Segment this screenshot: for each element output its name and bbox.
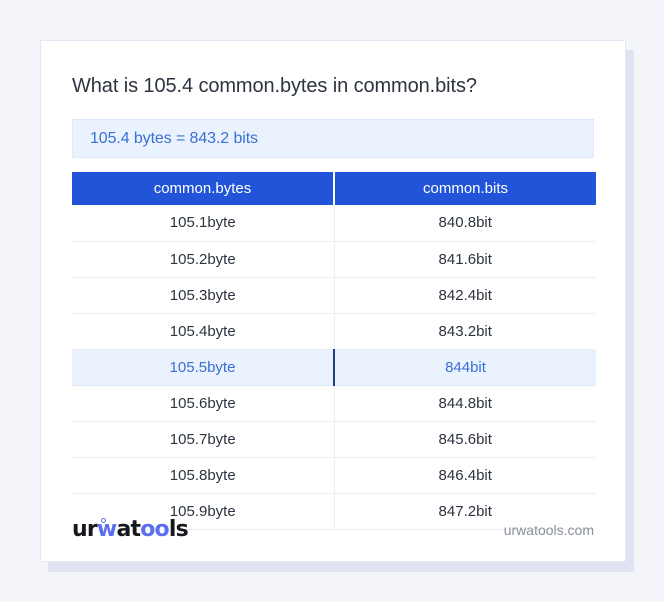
logo-part-1: ur [72,517,98,542]
cell-bits: 844.8bit [334,385,596,422]
cell-bits: 846.4bit [334,457,596,494]
logo-circle-icon [101,518,106,523]
cell-bits: 843.2bit [334,313,596,350]
cell-bytes: 105.1byte [72,205,335,242]
site-url-label: urwatools.com [503,522,594,538]
conversion-card: What is 105.4 common.bytes in common.bit… [40,40,626,562]
table-row[interactable]: 105.9byte 847.2bit [72,493,596,530]
table-row[interactable]: 105.6byte 844.8bit [72,385,596,422]
table-row[interactable]: 105.5byte 844bit [72,349,596,386]
table-row[interactable]: 105.7byte 845.6bit [72,421,596,458]
brand-logo[interactable]: urwatools [72,517,189,542]
table-row[interactable]: 105.3byte 842.4bit [72,277,596,314]
cell-bytes: 105.2byte [72,241,335,278]
cell-bits: 842.4bit [334,277,596,314]
table-body: 105.1byte 840.8bit 105.2byte 841.6bit 105.3b… [72,205,596,530]
table-row[interactable]: 105.4byte 843.2bit [72,313,596,350]
cell-bytes: 105.5byte [72,349,335,386]
column-header-bits[interactable]: common.bits [334,172,596,205]
cell-bits: 840.8bit [334,205,596,242]
conversion-table: common.bytes common.bits 105.1byte 840.8b… [72,172,596,530]
table-header-row: common.bytes common.bits [72,172,596,205]
page-title: What is 105.4 common.bytes in common.bit… [72,75,477,97]
cell-bits: 845.6bit [334,421,596,458]
table-head: common.bytes common.bits [72,172,596,205]
column-header-bytes[interactable]: common.bytes [72,172,335,205]
logo-part-3: at [116,517,141,542]
cell-bytes: 105.3byte [72,277,335,314]
logo-part-5: ls [168,517,189,542]
cell-bits: 847.2bit [334,493,596,530]
result-banner: 105.4 bytes = 843.2 bits [72,119,594,158]
cell-bits: 841.6bit [334,241,596,278]
logo-part-4: oo [140,517,169,542]
cell-bytes: 105.4byte [72,313,335,350]
cell-bytes: 105.8byte [72,457,335,494]
card-footer: urwatools urwatools.com [72,515,594,545]
cell-bytes: 105.9byte [72,493,335,530]
cell-bits: 844bit [334,349,596,386]
cell-bytes: 105.6byte [72,385,335,422]
table-row[interactable]: 105.8byte 846.4bit [72,457,596,494]
table-row[interactable]: 105.2byte 841.6bit [72,241,596,278]
logo-part-2: w [96,517,117,542]
cell-bytes: 105.7byte [72,421,335,458]
table-row[interactable]: 105.1byte 840.8bit [72,205,596,242]
result-text: 105.4 bytes = 843.2 bits [90,129,258,147]
